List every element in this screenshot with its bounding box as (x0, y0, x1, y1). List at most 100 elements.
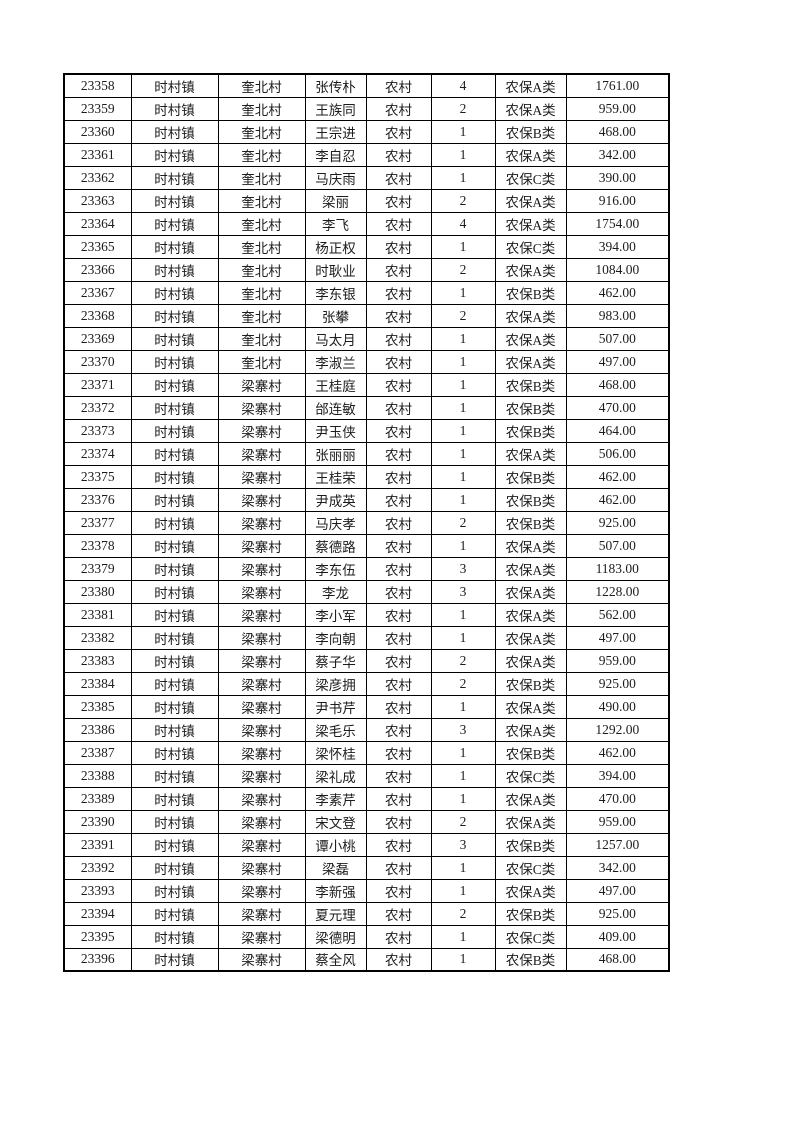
cell-town: 时村镇 (130, 855, 219, 880)
cell-insurance-category: 农保A类 (494, 326, 567, 351)
cell-village: 梁寨村 (217, 740, 306, 765)
cell-person-count: 1 (430, 165, 496, 190)
cell-insurance-category: 农保A类 (494, 556, 567, 581)
cell-household-type: 农村 (365, 740, 432, 765)
cell-village: 梁寨村 (217, 625, 306, 650)
cell-record-id: 23364 (63, 211, 132, 236)
cell-amount: 1292.00 (565, 717, 670, 742)
cell-household-type: 农村 (365, 326, 432, 351)
table-row: 23372 时村镇 梁寨村 邰连敏 农村 1 农保B类 470.00 (63, 395, 670, 420)
cell-amount: 490.00 (565, 694, 670, 719)
table-row: 23390 时村镇 梁寨村 宋文登 农村 2 农保A类 959.00 (63, 809, 670, 834)
cell-town: 时村镇 (130, 464, 219, 489)
cell-village: 梁寨村 (217, 441, 306, 466)
cell-village: 梁寨村 (217, 579, 306, 604)
cell-record-id: 23388 (63, 763, 132, 788)
cell-amount: 1754.00 (565, 211, 670, 236)
cell-person-count: 1 (430, 441, 496, 466)
cell-person-count: 4 (430, 73, 496, 98)
cell-record-id: 23369 (63, 326, 132, 351)
cell-amount: 562.00 (565, 602, 670, 627)
cell-household-type: 农村 (365, 878, 432, 903)
cell-person-count: 2 (430, 510, 496, 535)
cell-household-type: 农村 (365, 901, 432, 926)
cell-insurance-category: 农保A类 (494, 257, 567, 282)
cell-amount: 1084.00 (565, 257, 670, 282)
cell-person-name: 李素芹 (304, 786, 367, 811)
cell-person-count: 1 (430, 947, 496, 972)
table-row: 23368 时村镇 奎北村 张攀 农村 2 农保A类 983.00 (63, 303, 670, 328)
cell-town: 时村镇 (130, 188, 219, 213)
cell-record-id: 23374 (63, 441, 132, 466)
cell-person-count: 2 (430, 901, 496, 926)
table-row: 23387 时村镇 梁寨村 梁怀桂 农村 1 农保B类 462.00 (63, 740, 670, 765)
cell-town: 时村镇 (130, 740, 219, 765)
cell-amount: 468.00 (565, 372, 670, 397)
cell-record-id: 23368 (63, 303, 132, 328)
cell-person-name: 张攀 (304, 303, 367, 328)
cell-village: 奎北村 (217, 349, 306, 374)
cell-village: 梁寨村 (217, 510, 306, 535)
cell-town: 时村镇 (130, 441, 219, 466)
cell-person-name: 梁毛乐 (304, 717, 367, 742)
table-row: 23389 时村镇 梁寨村 李素芹 农村 1 农保A类 470.00 (63, 786, 670, 811)
table-row: 23375 时村镇 梁寨村 王桂荣 农村 1 农保B类 462.00 (63, 464, 670, 489)
cell-village: 梁寨村 (217, 556, 306, 581)
cell-person-count: 1 (430, 763, 496, 788)
cell-person-name: 马太月 (304, 326, 367, 351)
cell-person-name: 李龙 (304, 579, 367, 604)
cell-town: 时村镇 (130, 694, 219, 719)
table-row: 23377 时村镇 梁寨村 马庆孝 农村 2 农保B类 925.00 (63, 510, 670, 535)
cell-person-name: 尹书芹 (304, 694, 367, 719)
cell-town: 时村镇 (130, 625, 219, 650)
cell-person-name: 尹成英 (304, 487, 367, 512)
cell-amount: 497.00 (565, 878, 670, 903)
cell-household-type: 农村 (365, 832, 432, 857)
cell-record-id: 23386 (63, 717, 132, 742)
cell-person-name: 蔡子华 (304, 648, 367, 673)
cell-insurance-category: 农保B类 (494, 510, 567, 535)
cell-town: 时村镇 (130, 832, 219, 857)
cell-person-name: 邰连敏 (304, 395, 367, 420)
cell-household-type: 农村 (365, 786, 432, 811)
cell-village: 奎北村 (217, 211, 306, 236)
cell-amount: 390.00 (565, 165, 670, 190)
cell-person-count: 1 (430, 418, 496, 443)
table-row: 23370 时村镇 奎北村 李淑兰 农村 1 农保A类 497.00 (63, 349, 670, 374)
cell-amount: 925.00 (565, 510, 670, 535)
cell-town: 时村镇 (130, 349, 219, 374)
cell-town: 时村镇 (130, 556, 219, 581)
cell-person-name: 梁丽 (304, 188, 367, 213)
table-row: 23365 时村镇 奎北村 杨正权 农村 1 农保C类 394.00 (63, 234, 670, 259)
cell-village: 梁寨村 (217, 694, 306, 719)
cell-household-type: 农村 (365, 763, 432, 788)
cell-insurance-category: 农保A类 (494, 441, 567, 466)
cell-village: 奎北村 (217, 188, 306, 213)
cell-person-name: 李向朝 (304, 625, 367, 650)
cell-village: 梁寨村 (217, 901, 306, 926)
cell-person-count: 1 (430, 280, 496, 305)
cell-amount: 468.00 (565, 119, 670, 144)
cell-village: 梁寨村 (217, 671, 306, 696)
table-row: 23366 时村镇 奎北村 时耿业 农村 2 农保A类 1084.00 (63, 257, 670, 282)
cell-insurance-category: 农保B类 (494, 418, 567, 443)
cell-insurance-category: 农保A类 (494, 648, 567, 673)
cell-town: 时村镇 (130, 648, 219, 673)
cell-household-type: 农村 (365, 855, 432, 880)
table-row: 23383 时村镇 梁寨村 蔡子华 农村 2 农保A类 959.00 (63, 648, 670, 673)
cell-person-count: 1 (430, 395, 496, 420)
cell-household-type: 农村 (365, 694, 432, 719)
cell-town: 时村镇 (130, 280, 219, 305)
cell-household-type: 农村 (365, 487, 432, 512)
cell-town: 时村镇 (130, 533, 219, 558)
cell-person-name: 李东银 (304, 280, 367, 305)
table-row: 23367 时村镇 奎北村 李东银 农村 1 农保B类 462.00 (63, 280, 670, 305)
cell-household-type: 农村 (365, 579, 432, 604)
cell-village: 奎北村 (217, 119, 306, 144)
cell-insurance-category: 农保A类 (494, 303, 567, 328)
table-row: 23363 时村镇 奎北村 梁丽 农村 2 农保A类 916.00 (63, 188, 670, 213)
cell-person-count: 1 (430, 142, 496, 167)
table-row: 23362 时村镇 奎北村 马庆雨 农村 1 农保C类 390.00 (63, 165, 670, 190)
cell-town: 时村镇 (130, 786, 219, 811)
